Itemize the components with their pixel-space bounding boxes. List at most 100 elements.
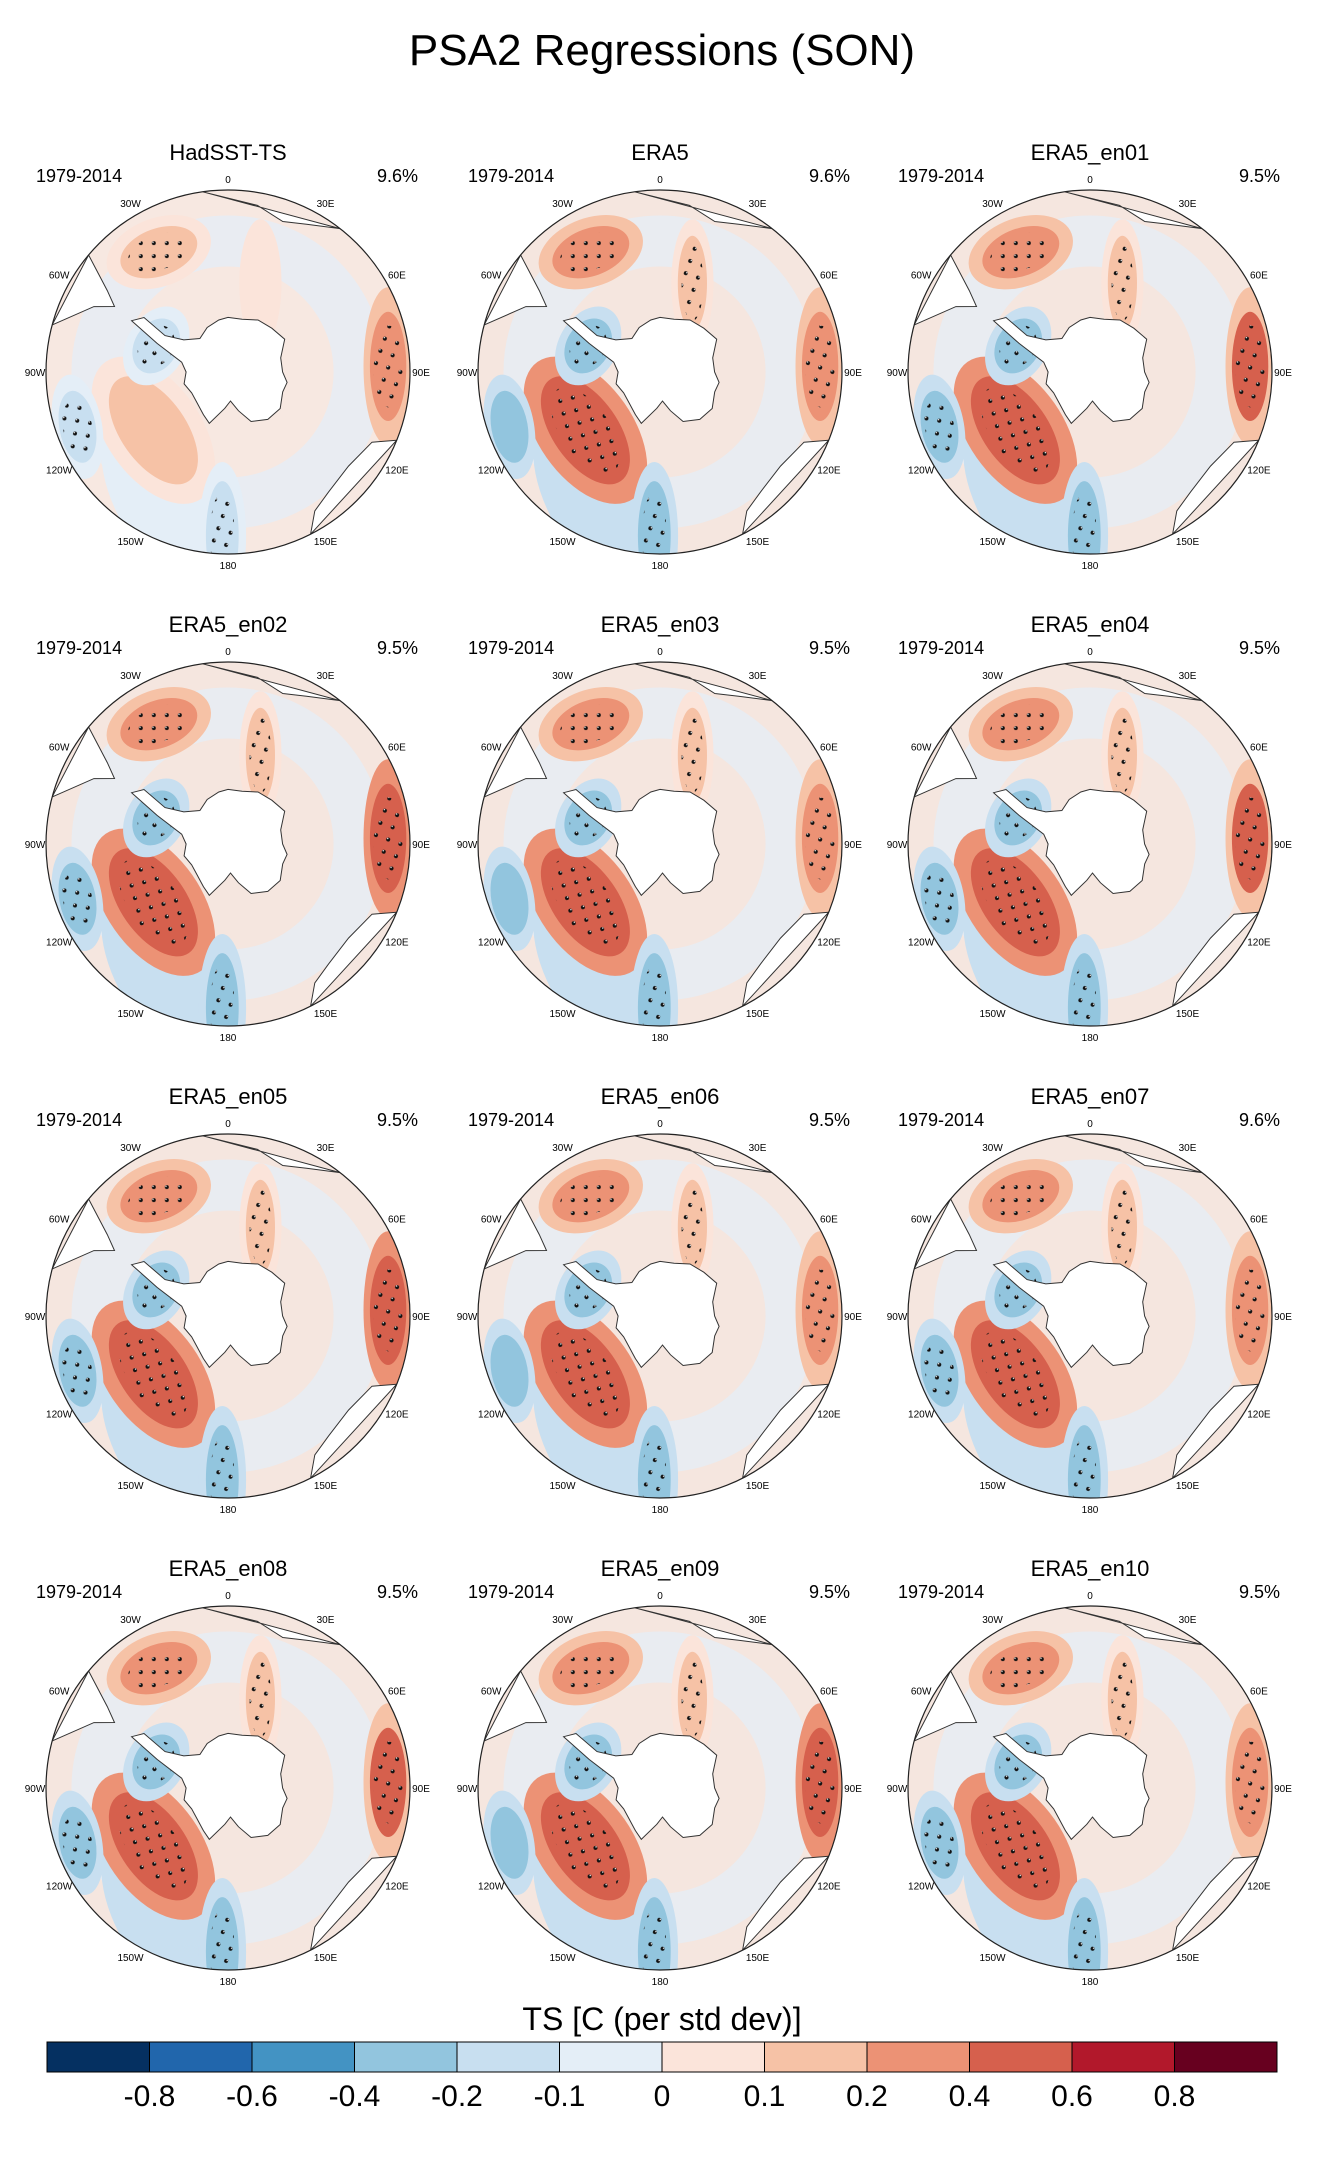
lon-label: 0 (1087, 647, 1093, 658)
land-masses (913, 1135, 1260, 1480)
lon-label: 0 (1087, 175, 1093, 186)
colorbar-box (1072, 2042, 1175, 2072)
indian-ocean-warm-stipple (1235, 797, 1265, 880)
lon-label: 90E (844, 1784, 862, 1795)
map-border (477, 1133, 843, 1499)
south-atlantic-warm-stipple (128, 1176, 190, 1217)
southeast-pacific-cold-stipple (62, 399, 93, 454)
indian-ocean-warm-stipple (373, 1269, 403, 1352)
lon-label: 180 (652, 1033, 669, 1044)
panel-variance-pct: 9.5% (1239, 166, 1280, 186)
colorbar-tick-label: -0.6 (226, 2080, 278, 2113)
map-border (907, 661, 1273, 1027)
panel-title: ERA5_en03 (601, 612, 720, 637)
lon-label: 90W (887, 1784, 908, 1795)
colorbar-box (662, 2042, 765, 2072)
lon-label: 90E (844, 840, 862, 851)
colorbar-label: TS [C (per std dev)] (522, 2001, 801, 2037)
lon-label: 0 (657, 175, 663, 186)
south-pacific-cold-stipple (642, 1907, 667, 1970)
africa-outline (1064, 1135, 1203, 1174)
lon-label: 180 (652, 1977, 669, 1988)
lon-label: 180 (1082, 1977, 1099, 1988)
south-pacific-cold-stipple (1072, 1907, 1097, 1970)
map-border (907, 1133, 1273, 1499)
map-border (45, 1605, 411, 1971)
amundsen-sea-warm-stipple (118, 1331, 189, 1418)
lon-label: 60E (1250, 271, 1268, 282)
land-masses (483, 1135, 830, 1480)
panel-field (908, 1606, 1272, 1970)
antarctica-outline (130, 1732, 288, 1841)
south-pacific-cold-stipple (1072, 1435, 1097, 1498)
africa-outline (202, 663, 341, 702)
lon-label: 90E (412, 1312, 430, 1323)
lon-label: 150E (314, 1953, 338, 1964)
lon-label: 90E (1274, 1312, 1292, 1323)
atlantic-indian-warm-belt-stipple (249, 1661, 272, 1737)
lon-label: 30W (982, 1615, 1003, 1626)
panel-ERA5_en04: 0 30E 60E 90E 120E 150E 180 150W 120W 90W 60W 30W ER… (887, 612, 1293, 1044)
lon-label: 90W (457, 1312, 478, 1323)
antarctica-outline (562, 316, 720, 425)
lon-label: 0 (657, 1119, 663, 1130)
lon-label: 30E (317, 1143, 335, 1154)
lon-label: 60W (911, 271, 932, 282)
lon-label: 30E (1179, 671, 1197, 682)
antarctica-outline (130, 316, 288, 425)
antarctica-outline (992, 1732, 1150, 1841)
lon-label: 90W (25, 1312, 46, 1323)
amundsen-sea-warm-stipple (118, 859, 189, 946)
indian-ocean-warm-stipple (1235, 1269, 1265, 1352)
map-border (907, 189, 1273, 555)
south-atlantic-warm-stipple (560, 232, 622, 273)
lon-label: 150W (549, 1953, 576, 1964)
lon-label: 60E (1250, 743, 1268, 754)
lon-label: 120E (1247, 1882, 1271, 1893)
atlantic-indian-warm-belt-stipple (681, 1189, 704, 1265)
southeast-pacific-cold-stipple (62, 1815, 93, 1870)
lon-label: 90W (457, 1784, 478, 1795)
south-atlantic-warm-stipple (990, 232, 1052, 273)
lon-label: 60E (820, 743, 838, 754)
colorbar-box (457, 2042, 560, 2072)
lon-label: 120W (46, 1410, 73, 1421)
lon-label: 30W (120, 199, 141, 210)
lon-label: 150E (746, 1953, 770, 1964)
panel-title: ERA5_en09 (601, 1556, 720, 1581)
lon-label: 150E (1176, 1009, 1200, 1020)
panel-period: 1979-2014 (36, 166, 122, 186)
lon-label: 0 (225, 175, 231, 186)
lon-label: 120W (478, 938, 505, 949)
land-masses (51, 663, 398, 1008)
panel-field (46, 1134, 410, 1498)
indian-ocean-warm-stipple (1235, 1741, 1265, 1824)
lon-label: 150W (117, 1481, 144, 1492)
lon-label: 150W (117, 537, 144, 548)
lon-label: 30W (982, 671, 1003, 682)
antarctica-outline (562, 1260, 720, 1369)
panel-variance-pct: 9.5% (1239, 638, 1280, 658)
indian-ocean-warm-stipple (805, 325, 835, 408)
atlantic-indian-warm-belt-stipple (681, 717, 704, 793)
lon-label: 150E (746, 1009, 770, 1020)
lon-label: 180 (1082, 1505, 1099, 1516)
lon-label: 60E (388, 1215, 406, 1226)
colorbar-boxes (46, 2041, 1278, 2073)
panel-field (46, 662, 410, 1026)
lon-label: 30W (552, 1143, 573, 1154)
lon-label: 150W (117, 1953, 144, 1964)
colorbar-tick-label: -0.8 (124, 2080, 176, 2113)
south-atlantic-warm-stipple (990, 1176, 1052, 1217)
south-pacific-cold-stipple (642, 963, 667, 1026)
panel-field (478, 1134, 842, 1498)
colorbar-tick-label: 0.2 (846, 2080, 888, 2113)
lon-label: 60W (49, 743, 70, 754)
lon-label: 150W (979, 537, 1006, 548)
south-america-outline (483, 253, 548, 326)
panel-period: 1979-2014 (36, 638, 122, 658)
lon-label: 120W (908, 1410, 935, 1421)
lon-label: 120E (817, 466, 841, 477)
lon-label: 150E (314, 1481, 338, 1492)
